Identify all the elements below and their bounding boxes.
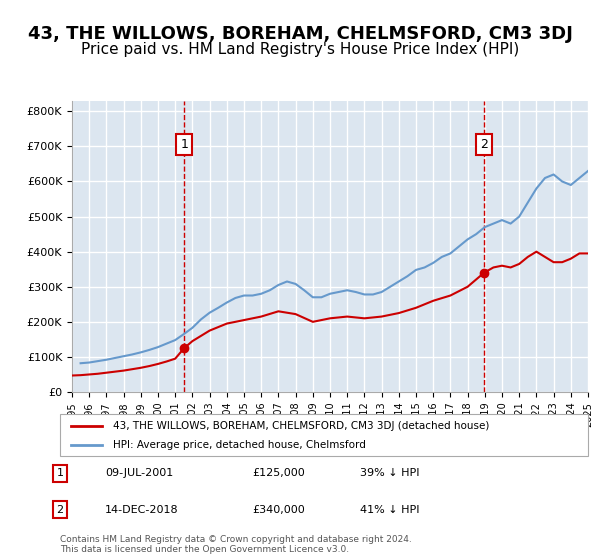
Text: 41% ↓ HPI: 41% ↓ HPI [360, 505, 419, 515]
Text: 09-JUL-2001: 09-JUL-2001 [105, 468, 173, 478]
Text: 1: 1 [56, 468, 64, 478]
Text: 14-DEC-2018: 14-DEC-2018 [105, 505, 179, 515]
Text: £125,000: £125,000 [252, 468, 305, 478]
Text: £340,000: £340,000 [252, 505, 305, 515]
Text: 39% ↓ HPI: 39% ↓ HPI [360, 468, 419, 478]
FancyBboxPatch shape [60, 414, 588, 456]
Text: HPI: Average price, detached house, Chelmsford: HPI: Average price, detached house, Chel… [113, 440, 365, 450]
Text: 2: 2 [480, 138, 488, 151]
Text: 43, THE WILLOWS, BOREHAM, CHELMSFORD, CM3 3DJ (detached house): 43, THE WILLOWS, BOREHAM, CHELMSFORD, CM… [113, 421, 489, 431]
Text: 2: 2 [56, 505, 64, 515]
Text: Price paid vs. HM Land Registry's House Price Index (HPI): Price paid vs. HM Land Registry's House … [81, 42, 519, 57]
Text: 43, THE WILLOWS, BOREHAM, CHELMSFORD, CM3 3DJ: 43, THE WILLOWS, BOREHAM, CHELMSFORD, CM… [28, 25, 572, 43]
Text: Contains HM Land Registry data © Crown copyright and database right 2024.
This d: Contains HM Land Registry data © Crown c… [60, 535, 412, 554]
Text: 1: 1 [180, 138, 188, 151]
